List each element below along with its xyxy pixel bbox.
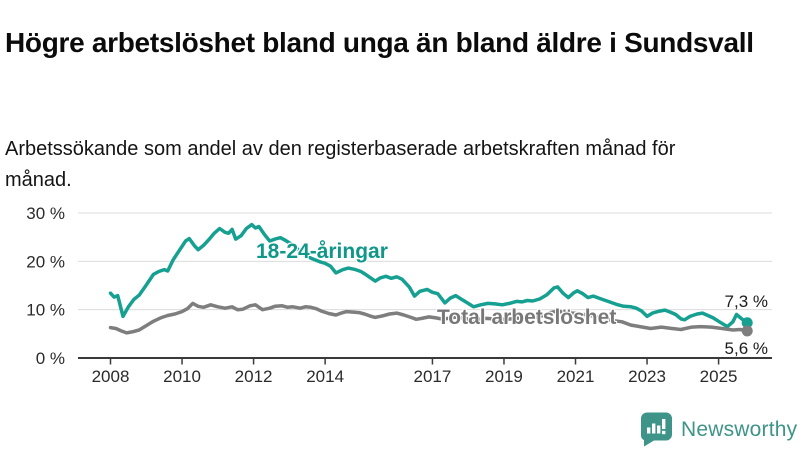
x-tick-label: 2010 — [163, 367, 201, 386]
x-tick-label: 2017 — [414, 367, 452, 386]
series-label-total: Total arbetslöshet — [437, 306, 617, 329]
y-tick-label: 0 % — [36, 349, 65, 368]
x-tick-label: 2021 — [557, 367, 595, 386]
dot-total — [741, 325, 753, 337]
series-label-youth: 18-24-åringar — [256, 240, 388, 263]
y-tick-label: 10 % — [26, 301, 65, 320]
x-tick-label: 2014 — [306, 367, 344, 386]
chart-subtitle: Arbetssökande som andel av den registerb… — [5, 138, 676, 191]
y-tick-label: 20 % — [26, 252, 65, 271]
newsworthy-wordmark: Newsworthy — [681, 417, 798, 441]
x-tick-label: 2012 — [235, 367, 273, 386]
line-total — [108, 301, 749, 335]
line-youth — [108, 222, 749, 329]
bar-chart-badge-icon — [640, 412, 672, 447]
chart-title: Högre arbetslöshet bland unga än bland ä… — [5, 26, 754, 58]
x-tick-label: 2019 — [485, 367, 523, 386]
x-tick-label: 2025 — [700, 367, 738, 386]
newsworthy-logo: Newsworthy — [640, 412, 797, 447]
dot-youth — [741, 317, 753, 329]
x-tick-label: 2023 — [628, 367, 666, 386]
y-tick-label: 30 % — [26, 204, 65, 223]
end-value-youth: 7,3 % — [724, 292, 768, 311]
x-tick-label: 2008 — [92, 367, 130, 386]
end-value-total: 5,6 % — [724, 339, 768, 358]
line-chart: 0 % 10 % 20 % 30 % 2008 2010 2012 2014 2017 2019 2… — [26, 204, 772, 386]
